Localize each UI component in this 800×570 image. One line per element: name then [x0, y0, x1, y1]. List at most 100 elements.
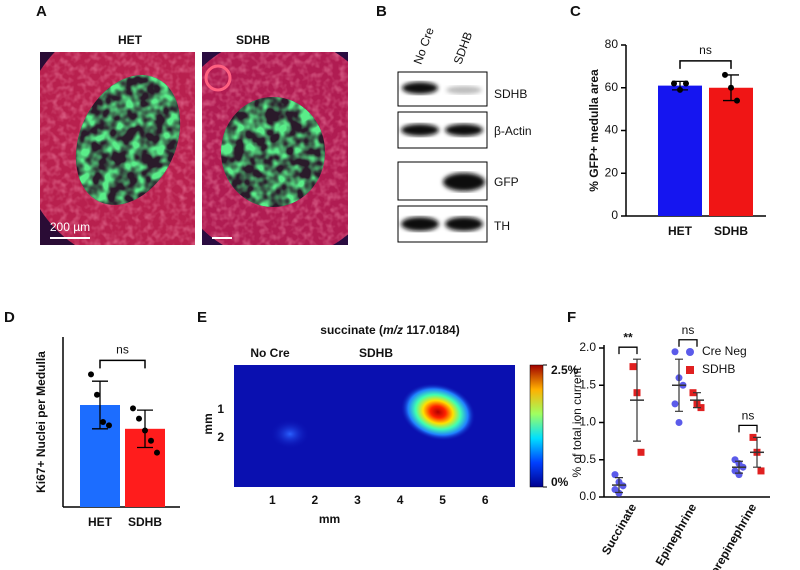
- x-tick-label: Succinate: [599, 501, 640, 557]
- significance-bracket: [618, 346, 638, 355]
- error-bar: [633, 358, 641, 442]
- y-tick-label: 80: [605, 37, 619, 51]
- band: [446, 86, 482, 94]
- data-point: [637, 448, 645, 456]
- x-tick-label: 1: [269, 493, 276, 507]
- panel-letter: C: [570, 3, 581, 20]
- significance-bracket: [738, 424, 758, 433]
- band: [445, 124, 483, 136]
- data-point: [757, 467, 765, 475]
- error-bar: [92, 380, 108, 430]
- y-tick-label: 20: [605, 165, 619, 179]
- micrograph: [202, 52, 348, 245]
- band: [443, 173, 485, 191]
- significance-label: ns: [699, 43, 712, 57]
- data-point: [671, 80, 677, 87]
- scale-bar-label: 200 µm: [50, 220, 90, 234]
- lane-label: No Cre: [411, 25, 437, 66]
- vessel: [204, 64, 232, 92]
- data-point: [154, 449, 160, 456]
- data-point: [675, 419, 683, 426]
- error-bar: [693, 392, 701, 409]
- band: [401, 124, 439, 136]
- y-tick-label: 0: [611, 208, 618, 222]
- significance-bracket: [679, 60, 732, 69]
- title-part: succinate (: [320, 323, 383, 337]
- title-part: 117.0184): [403, 323, 460, 337]
- ion-image: [234, 364, 544, 488]
- colorbar-label: 2.5%: [551, 363, 579, 377]
- y-axis-label: mm: [201, 413, 215, 434]
- y-axis-label: % of total ion current: [570, 367, 584, 478]
- data-point: [106, 422, 112, 429]
- error-bar: [675, 358, 683, 412]
- x-tick-label: 4: [397, 493, 404, 507]
- micrograph: [40, 52, 195, 245]
- error-bar: [735, 460, 743, 474]
- band: [401, 217, 439, 231]
- chart-title: succinate (m/z 117.0184): [320, 323, 459, 337]
- y-tick-label: 1.5: [579, 377, 596, 391]
- medulla-gfp: [75, 75, 181, 205]
- lane-label: SDHB: [451, 30, 476, 66]
- band: [445, 217, 483, 231]
- blot-label: SDHB: [494, 87, 527, 101]
- significance-bracket: [99, 359, 146, 369]
- panel-letter: A: [36, 3, 47, 20]
- data-point: [629, 363, 637, 371]
- title-part: m/z: [383, 323, 403, 337]
- y-tick-label: 40: [605, 123, 619, 137]
- error-bar: [615, 477, 623, 494]
- panel-letter: F: [567, 309, 576, 326]
- group-label: No Cre: [250, 346, 290, 360]
- data-point: [615, 489, 623, 497]
- significance-label: ns: [116, 343, 129, 357]
- y-tick-label: 0.0: [579, 489, 596, 503]
- y-tick-label: 1: [217, 402, 224, 416]
- data-point: [130, 405, 136, 412]
- image-title: SDHB: [236, 33, 270, 47]
- data-point: [677, 86, 683, 93]
- blot-label: GFP: [494, 175, 519, 189]
- data-point: [683, 80, 689, 87]
- data-point: [734, 97, 740, 104]
- x-tick-label: SDHB: [128, 515, 162, 529]
- significance-label: ns: [742, 409, 755, 423]
- significance-label: **: [623, 330, 633, 344]
- data-point: [722, 71, 728, 78]
- y-tick-label: 1.0: [579, 415, 596, 429]
- y-tick-label: 0.5: [579, 452, 596, 466]
- signal-spot: [270, 419, 310, 449]
- legend-marker: [686, 348, 694, 356]
- y-axis-label: Ki67+ Nuclei per Medulla: [34, 351, 48, 493]
- data-point: [136, 415, 142, 422]
- signal-spot: [400, 383, 476, 441]
- data-point: [611, 471, 619, 479]
- legend-label: SDHB: [702, 362, 735, 376]
- x-tick-label: 5: [439, 493, 446, 507]
- y-tick-label: 60: [605, 80, 619, 94]
- panel-letter: E: [197, 309, 207, 326]
- blot-label: TH: [494, 219, 510, 233]
- x-tick-label: Norepinephrine: [703, 501, 760, 570]
- significance-label: ns: [682, 323, 695, 337]
- panel-letter: D: [4, 309, 15, 326]
- data-point: [671, 400, 679, 408]
- colorbar: [529, 364, 544, 488]
- y-axis-label: % GFP+ medulla area: [587, 69, 601, 192]
- x-tick-label: 6: [482, 493, 489, 507]
- blot-label: β-Actin: [494, 124, 532, 138]
- x-axis-label: mm: [319, 512, 340, 526]
- x-tick-label: 2: [312, 493, 319, 507]
- x-tick-label: HET: [88, 515, 113, 529]
- x-tick-label: HET: [668, 224, 693, 238]
- medulla-gfp: [221, 97, 325, 207]
- band: [402, 82, 438, 94]
- data-point: [142, 427, 148, 434]
- bar: [658, 85, 702, 216]
- significance-bracket: [678, 339, 698, 347]
- colorbar-label: 0%: [551, 475, 569, 489]
- error-bar: [753, 436, 761, 468]
- legend-label: Cre Neg: [702, 344, 747, 358]
